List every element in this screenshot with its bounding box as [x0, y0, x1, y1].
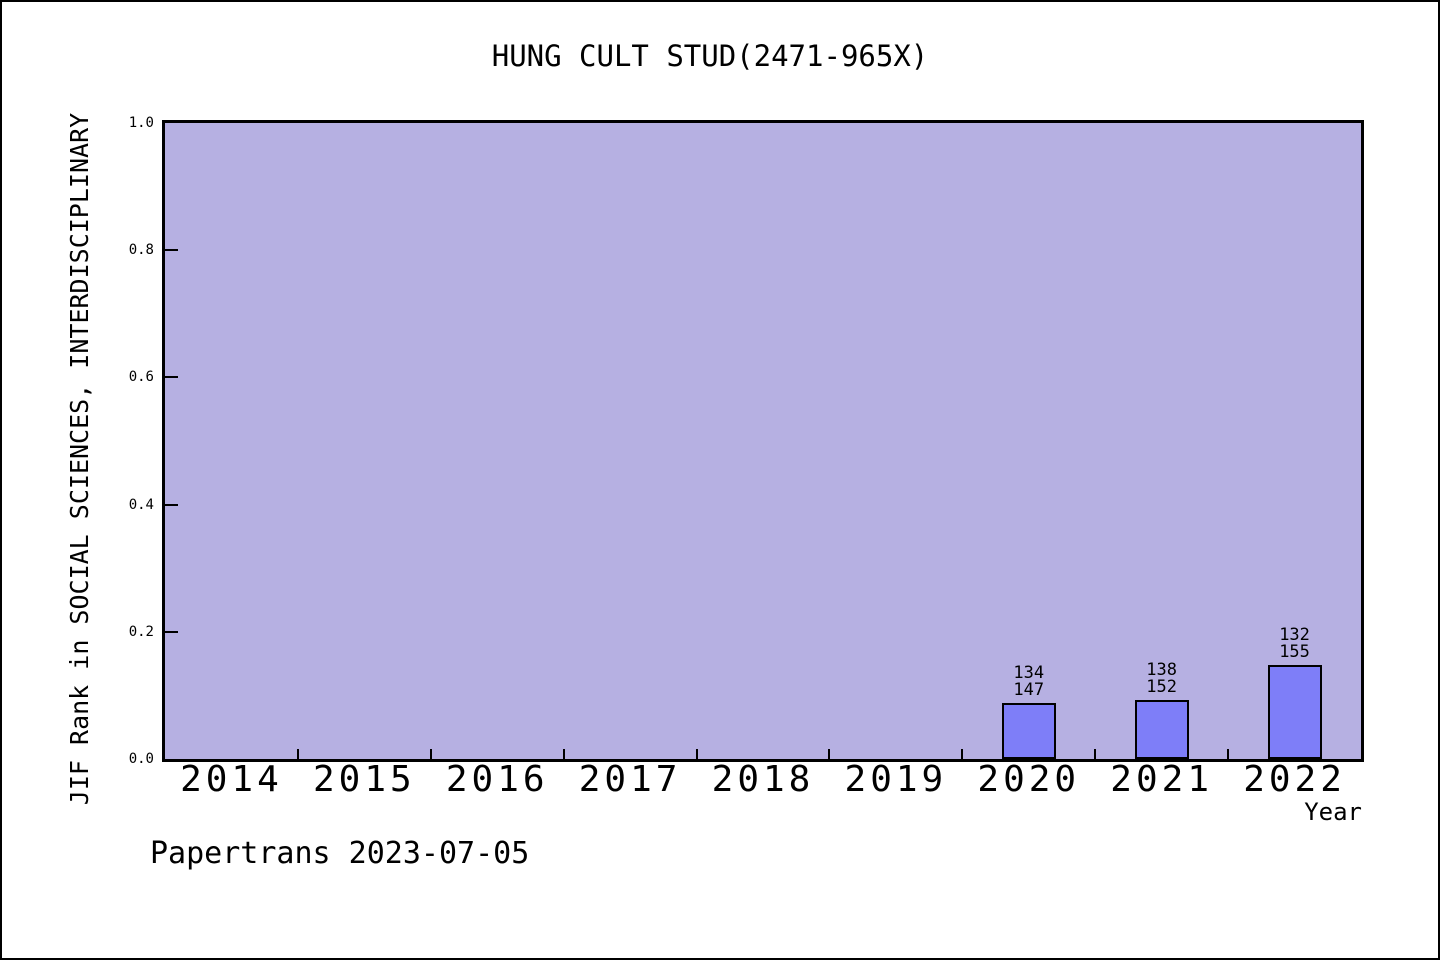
chart-title: HUNG CULT STUD(2471-965X)	[491, 39, 929, 73]
y-tick-label: 0.2	[128, 623, 154, 640]
bar	[1267, 664, 1322, 759]
x-tick-label: 2016	[445, 759, 549, 800]
x-tick-mark	[961, 749, 964, 759]
bar	[1134, 700, 1189, 759]
x-tick-label: 2015	[312, 759, 416, 800]
x-tick-label: 2020	[977, 759, 1081, 800]
x-tick-label: 2014	[180, 759, 283, 800]
x-tick-label: 2018	[711, 759, 815, 800]
x-tick-label: 2021	[1110, 759, 1213, 800]
x-tick-label: 2022	[1243, 759, 1346, 800]
y-tick-mark	[165, 503, 178, 506]
x-axis-label: Year	[1304, 798, 1362, 826]
y-tick-label: 0.4	[128, 496, 154, 513]
x-tick-mark	[695, 749, 698, 759]
x-tick-label: 2019	[844, 759, 948, 800]
x-tick-mark	[429, 749, 432, 759]
bar-value-label: 132 155	[1279, 624, 1310, 662]
y-tick-mark	[165, 630, 178, 633]
x-tick-mark	[1227, 749, 1230, 759]
y-tick-label: 1.0	[128, 115, 154, 131]
x-tick-mark	[1094, 749, 1097, 759]
bar	[1001, 702, 1056, 759]
y-tick-label: 0.0	[128, 751, 154, 767]
x-tick-mark	[296, 749, 299, 759]
bar-value-label: 134 147	[1013, 662, 1045, 700]
y-tick-label: 0.6	[128, 369, 154, 386]
y-tick-mark	[165, 376, 178, 379]
y-axis-label: JIF Rank in SOCIAL SCIENCES, INTERDISCIP…	[65, 112, 94, 806]
y-tick-mark	[165, 249, 178, 252]
x-tick-label: 2017	[578, 759, 682, 800]
x-tick-mark	[828, 749, 831, 759]
plot-area	[162, 120, 1364, 762]
bar-value-label: 138 152	[1146, 660, 1178, 698]
y-tick-label: 0.8	[128, 242, 154, 259]
x-tick-mark	[562, 749, 565, 759]
footer-watermark: Papertrans 2023-07-05	[150, 836, 530, 871]
